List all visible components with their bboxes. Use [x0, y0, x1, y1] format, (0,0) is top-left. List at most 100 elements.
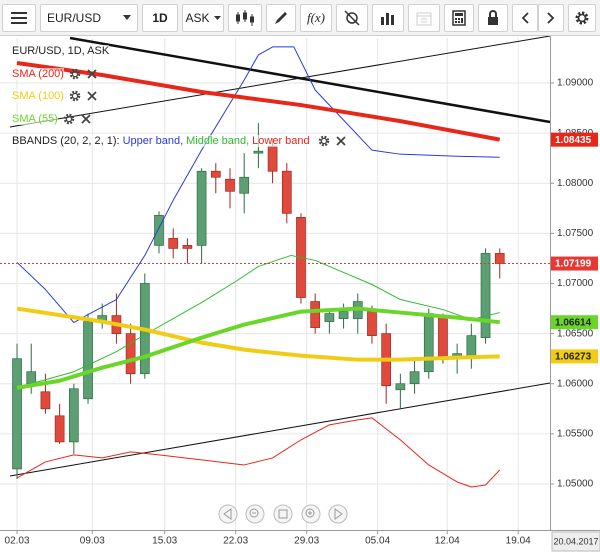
candle-body	[494, 253, 505, 264]
navigation-controls	[218, 504, 348, 524]
forward-button[interactable]	[538, 3, 564, 32]
trend-line	[9, 35, 551, 128]
settings-icon[interactable]	[63, 113, 75, 125]
indicator-line	[16, 306, 500, 362]
legend-entry: Lower band	[252, 135, 310, 148]
zoom-out-icon	[249, 508, 259, 518]
indicator-line	[16, 254, 500, 389]
candle-body	[40, 391, 51, 410]
price-tag-label: 1.06614	[555, 317, 592, 328]
gear-icon	[575, 11, 589, 24]
candle-body	[310, 301, 321, 328]
lock-icon	[488, 9, 498, 25]
y-tick-label: 1.08000	[557, 178, 594, 189]
trend-line	[9, 382, 551, 477]
indicator-line	[16, 46, 500, 324]
x-tick-label: 12.04	[435, 536, 460, 547]
volume-button[interactable]	[372, 3, 404, 32]
x-tick-label: 22.03	[223, 536, 248, 547]
symbol-selector[interactable]: EUR/USD	[40, 3, 138, 32]
reset-icon	[278, 509, 288, 519]
candle-body	[395, 383, 406, 391]
indicator-line	[16, 417, 501, 488]
chart-title: EUR/USD, 1D, ASK	[12, 45, 110, 58]
menu-button[interactable]	[2, 3, 36, 32]
indicators-button[interactable]: f(x)	[300, 3, 332, 32]
indicator-controls[interactable]	[318, 135, 348, 147]
settings-button[interactable]	[568, 3, 596, 32]
settings-icon[interactable]	[318, 135, 329, 147]
calendar-button[interactable]	[408, 3, 440, 32]
legend-row: SMA (55)	[12, 108, 348, 131]
indicator-controls[interactable]	[69, 90, 99, 102]
calculator-icon	[452, 9, 466, 26]
indicators-label: f(x)	[306, 9, 326, 25]
dropdown-arrow	[123, 15, 131, 20]
calendar-icon	[416, 12, 432, 25]
legend-entry: Upper band,	[122, 135, 184, 148]
draw-button[interactable]	[266, 3, 296, 32]
candle-body	[239, 176, 250, 194]
settings-icon[interactable]	[69, 90, 81, 102]
legend-entry: BBANDS (20, 2, 2, 1):	[12, 135, 120, 148]
grid-layer: 1.090001.085001.080001.075001.070001.065…	[0, 38, 600, 552]
legend-row: SMA (200)	[12, 63, 348, 86]
timeframe-button[interactable]: 1D	[142, 3, 178, 32]
price-tag	[551, 132, 598, 147]
candle-body	[466, 335, 477, 359]
price-tag	[551, 349, 598, 364]
zoom-out-button[interactable]	[245, 504, 265, 524]
remove-icon[interactable]	[87, 91, 97, 101]
price-tag	[551, 315, 598, 330]
lock-button[interactable]	[478, 3, 508, 32]
remove-icon[interactable]	[81, 114, 91, 124]
settings-icon[interactable]	[69, 68, 81, 80]
crosshair-icon	[344, 9, 360, 26]
legend-title-row: EUR/USD, 1D, ASK	[12, 40, 348, 63]
candles-icon	[236, 9, 254, 26]
indicator-controls[interactable]	[69, 68, 99, 80]
candle-body	[154, 214, 164, 246]
candle-body	[196, 170, 207, 246]
price-type: ASK	[185, 10, 210, 25]
x-tick-label: 15.03	[152, 536, 177, 547]
legend-entry: SMA (200)	[12, 67, 64, 80]
reset-button[interactable]	[273, 504, 293, 524]
calculator-button[interactable]	[444, 3, 474, 32]
current-date-label: 20.04.2017	[553, 536, 598, 546]
settings-icon	[65, 115, 73, 122]
zoom-in-icon	[305, 508, 315, 518]
legend-row: BBANDS (20, 2, 2, 1): Upper band, Middle b…	[12, 130, 348, 153]
y-tick-label: 1.05500	[557, 429, 594, 440]
candle-body	[12, 358, 22, 470]
toolbar: EUR/USD 1D ASK f(x)	[0, 0, 600, 36]
candle-body	[68, 388, 79, 443]
crosshair-button[interactable]	[336, 3, 368, 32]
legend-entry: SMA (100)	[12, 90, 64, 103]
candle-body	[438, 317, 448, 359]
indicator-controls[interactable]	[63, 113, 93, 125]
timeframe: 1D	[152, 10, 168, 25]
remove-icon[interactable]	[87, 69, 97, 79]
scroll-left-button[interactable]	[218, 504, 238, 524]
y-tick-label: 1.07500	[557, 228, 594, 239]
candle-body	[182, 245, 193, 249]
candle-body	[409, 371, 420, 385]
right-arrow-icon	[547, 11, 555, 24]
zoom-in-button[interactable]	[301, 504, 321, 524]
x-tick-label: 29.03	[294, 536, 319, 547]
settings-icon	[71, 93, 79, 100]
back-button[interactable]	[512, 3, 538, 32]
candle-body	[210, 170, 221, 178]
menu-icon	[11, 11, 27, 24]
candle-body	[480, 253, 491, 338]
price-tag-label: 1.07199	[555, 259, 592, 270]
price-type-button[interactable]: ASK	[182, 3, 224, 32]
remove-icon[interactable]	[336, 136, 346, 146]
candle-body	[423, 313, 434, 373]
scroll-right-button[interactable]	[328, 504, 348, 524]
chart-type-button[interactable]	[228, 3, 262, 32]
candle-body	[225, 178, 235, 192]
